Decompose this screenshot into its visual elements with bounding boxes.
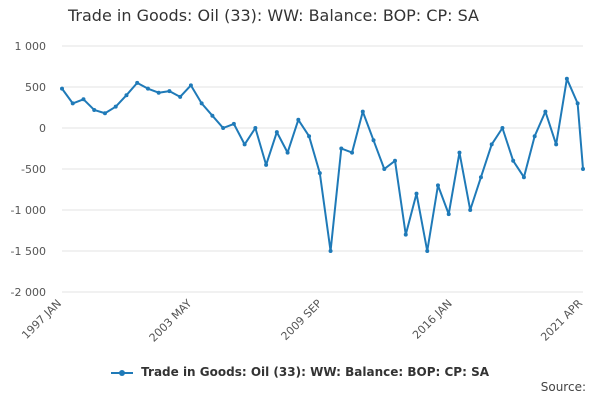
data-point[interactable] bbox=[328, 249, 333, 253]
data-point[interactable] bbox=[167, 89, 172, 94]
data-point[interactable] bbox=[188, 83, 193, 88]
data-point[interactable] bbox=[199, 101, 204, 106]
data-point[interactable] bbox=[253, 126, 258, 130]
grid-lines bbox=[62, 45, 583, 293]
data-point[interactable] bbox=[92, 107, 97, 112]
y-axis-ticks: 1 000 500 0 -500 -1 000 -1 500 -2 000 bbox=[11, 40, 46, 299]
data-point[interactable] bbox=[264, 162, 269, 167]
data-point[interactable] bbox=[81, 97, 86, 102]
series-line bbox=[61, 77, 584, 252]
data-point[interactable] bbox=[489, 142, 494, 147]
legend[interactable]: Trade in Goods: Oil (33): WW: Balance: B… bbox=[0, 365, 600, 379]
y-tick-label: 0 bbox=[39, 122, 46, 135]
chart-title: Trade in Goods: Oil (33): WW: Balance: B… bbox=[68, 6, 479, 25]
data-point[interactable] bbox=[350, 150, 355, 155]
data-point[interactable] bbox=[156, 90, 161, 95]
data-point[interactable] bbox=[511, 158, 516, 163]
data-point[interactable] bbox=[274, 130, 279, 135]
data-point[interactable] bbox=[564, 76, 569, 81]
data-point[interactable] bbox=[581, 167, 585, 171]
data-point[interactable] bbox=[317, 171, 322, 176]
legend-swatch-icon bbox=[110, 368, 133, 378]
data-point[interactable] bbox=[135, 80, 140, 85]
data-point[interactable] bbox=[60, 86, 64, 91]
data-point[interactable] bbox=[446, 212, 451, 217]
data-point[interactable] bbox=[124, 93, 129, 98]
data-point[interactable] bbox=[221, 126, 226, 130]
data-point[interactable] bbox=[360, 109, 365, 114]
data-point[interactable] bbox=[554, 142, 559, 147]
data-point[interactable] bbox=[307, 134, 312, 139]
data-point[interactable] bbox=[371, 138, 376, 143]
data-point[interactable] bbox=[210, 113, 215, 118]
data-point[interactable] bbox=[70, 101, 75, 106]
data-point[interactable] bbox=[435, 183, 440, 188]
x-tick-label: 2016 JAN bbox=[410, 297, 455, 342]
data-point[interactable] bbox=[532, 134, 537, 139]
y-tick-label: 500 bbox=[25, 81, 46, 94]
y-tick-label: -1 000 bbox=[11, 204, 46, 217]
data-point[interactable] bbox=[242, 142, 247, 147]
series-layer bbox=[60, 76, 585, 253]
data-point[interactable] bbox=[339, 146, 344, 151]
x-tick-label: 1997 JAN bbox=[19, 297, 64, 342]
data-point[interactable] bbox=[403, 232, 408, 237]
y-tick-label: -2 000 bbox=[11, 286, 46, 299]
data-point[interactable] bbox=[113, 104, 118, 109]
data-point[interactable] bbox=[425, 249, 430, 253]
data-point[interactable] bbox=[500, 126, 505, 130]
data-point[interactable] bbox=[521, 175, 526, 180]
legend-label: Trade in Goods: Oil (33): WW: Balance: B… bbox=[141, 365, 490, 379]
data-point[interactable] bbox=[393, 158, 398, 163]
data-point[interactable] bbox=[145, 86, 150, 91]
data-point[interactable] bbox=[285, 150, 290, 155]
x-tick-label: 2021 APR bbox=[538, 297, 585, 344]
x-tick-label: 2009 SEP bbox=[279, 297, 325, 343]
data-point[interactable] bbox=[296, 117, 301, 122]
data-point[interactable] bbox=[543, 109, 548, 114]
data-point[interactable] bbox=[457, 150, 462, 155]
data-point[interactable] bbox=[102, 111, 107, 116]
data-point[interactable] bbox=[468, 208, 473, 212]
x-axis-ticks: 1997 JAN 2003 MAY 2009 SEP 2016 JAN 2021 APR bbox=[19, 297, 585, 345]
data-point[interactable] bbox=[231, 121, 236, 126]
source-label: Source: bbox=[540, 380, 586, 394]
data-point[interactable] bbox=[382, 167, 387, 171]
data-point[interactable] bbox=[414, 191, 419, 196]
y-tick-label: -500 bbox=[21, 163, 46, 176]
y-tick-label: -1 500 bbox=[11, 245, 46, 258]
data-point[interactable] bbox=[478, 175, 483, 180]
data-point[interactable] bbox=[575, 101, 580, 106]
data-point[interactable] bbox=[178, 94, 183, 99]
x-tick-label: 2003 MAY bbox=[147, 297, 195, 345]
y-tick-label: 1 000 bbox=[15, 40, 47, 53]
